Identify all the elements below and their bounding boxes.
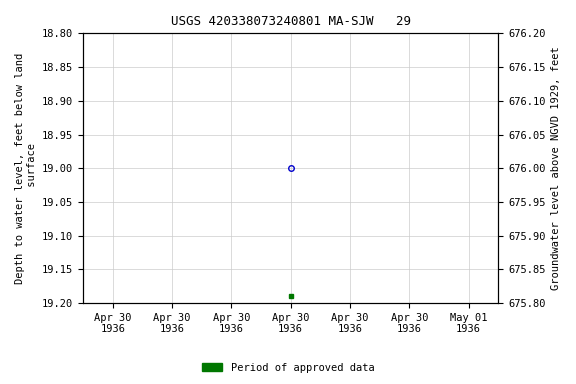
Y-axis label: Depth to water level, feet below land
 surface: Depth to water level, feet below land su…: [15, 53, 37, 284]
Legend: Period of approved data: Period of approved data: [198, 359, 378, 377]
Y-axis label: Groundwater level above NGVD 1929, feet: Groundwater level above NGVD 1929, feet: [551, 46, 561, 290]
Title: USGS 420338073240801 MA-SJW   29: USGS 420338073240801 MA-SJW 29: [170, 15, 411, 28]
